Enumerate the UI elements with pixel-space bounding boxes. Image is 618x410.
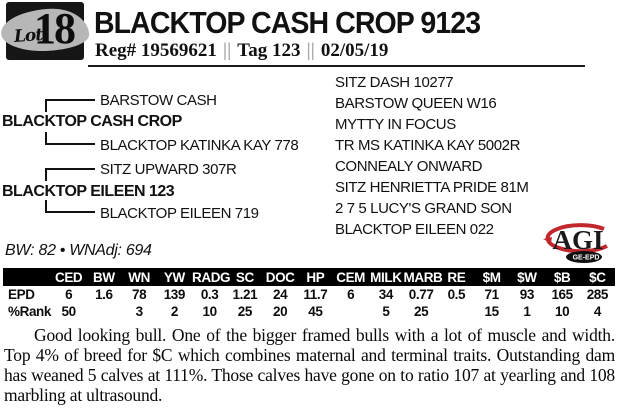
extended-pedigree-item: CONNEALY ONWARD: [335, 158, 483, 175]
epd-cell: 1.6: [95, 287, 113, 302]
epd-cell: 78: [132, 287, 147, 302]
epd-cell: [333, 303, 368, 320]
extended-pedigree-item: TR MS KATINKA KAY 5002R: [335, 137, 521, 154]
epd-cell: 0.3: [200, 287, 219, 302]
epd-cell: 20: [273, 304, 288, 319]
reg-number: Reg# 19569621: [95, 40, 217, 61]
epd-cell: 1: [523, 304, 531, 319]
epd-cell: [439, 303, 474, 320]
epd-cell: 3: [135, 304, 144, 319]
extended-pedigree-item: SITZ HENRIETTA PRIDE 81M: [335, 179, 529, 196]
extended-pedigree-list: SITZ DASH 10277 BARSTOW QUEEN W16 MYTTY …: [335, 72, 529, 240]
epd-col-header: $C: [579, 268, 615, 286]
epd-col-header: DOC: [262, 268, 298, 286]
sire-dam-name: BLACKTOP KATINKA KAY 778: [100, 137, 299, 154]
epd-cell: 285: [586, 287, 609, 302]
epd-col-header: YW: [156, 268, 192, 286]
extended-pedigree-item: MYTTY IN FOCUS: [335, 116, 456, 133]
epd-col-header: $M: [474, 268, 510, 286]
epd-col-header: BW: [86, 268, 122, 286]
sire-sire-name: BARSTOW CASH: [100, 92, 217, 109]
epd-cell: 0.5: [447, 287, 466, 302]
epd-cell: 4: [593, 304, 602, 319]
bw-wnadj-line: BW: 82 • WNAdj: 694: [5, 242, 152, 259]
epd-col-header: CED: [51, 268, 87, 286]
lot-badge: Lot 18: [0, 2, 90, 60]
epd-cell: 11.7: [303, 287, 328, 302]
epd-col-header: RE: [438, 268, 474, 286]
epd-row-label: %Rank: [8, 304, 52, 319]
epd-cell: 71: [484, 287, 500, 302]
birth-date: 02/05/19: [320, 40, 389, 61]
epd-cell: 34: [378, 287, 394, 302]
epd-cell: 25: [414, 304, 429, 319]
epd-cell: 10: [202, 304, 218, 319]
epd-col-header: MARB: [403, 268, 443, 286]
epd-col-header: SC: [227, 268, 263, 286]
epd-cell: [86, 303, 121, 320]
epd-cell: 6: [65, 287, 73, 302]
extended-pedigree-item: BLACKTOP EILEEN 022: [335, 221, 494, 238]
ge-epd-label: GE-EPD: [573, 255, 600, 262]
sire-name: BLACKTOP CASH CROP: [2, 113, 182, 130]
pedigree-bracket-sire-dam: [45, 132, 95, 145]
epd-row-label: EPD: [8, 287, 35, 302]
agi-logo-text: AGI: [552, 225, 603, 255]
epd-col-header: HP: [297, 268, 333, 286]
epd-cell: 50: [61, 304, 77, 319]
extended-pedigree-item: BARSTOW QUEEN W16: [335, 95, 497, 112]
epd-cell: 10: [555, 304, 570, 319]
epd-col-header: $B: [544, 268, 580, 286]
extended-pedigree-item: SITZ DASH 10277: [335, 74, 454, 91]
tag-number: Tag 123: [237, 40, 301, 61]
epd-cell: 25: [237, 304, 253, 319]
registration-line: Reg# 19569621 || Tag 123 || 02/05/19: [95, 40, 388, 62]
pedigree-bracket-sire-sire: [45, 99, 95, 112]
header-divider: [88, 65, 585, 67]
epd-table: CED BW WN YW RADG SC DOC HP CEM MILK MARB RE $M $W $B $…: [3, 268, 615, 320]
dam-dam-name: BLACKTOP EILEEN 719: [100, 205, 259, 222]
epd-cell: 15: [484, 304, 500, 319]
epd-cell: 1.21: [232, 287, 258, 302]
epd-col-header: $W: [509, 268, 545, 286]
epd-cell: 165: [551, 287, 573, 302]
epd-col-header: CEM: [333, 268, 369, 286]
extended-pedigree-item: 2 7 5 LUCY'S GRAND SON: [335, 200, 512, 217]
epd-cell: 5: [382, 304, 390, 319]
separator: ||: [222, 40, 232, 61]
epd-cell: 45: [308, 304, 323, 319]
pedigree-bracket-dam-dam: [45, 200, 95, 213]
lot-description: Good looking bull. One of the bigger fra…: [4, 325, 615, 405]
dam-sire-name: SITZ UPWARD 307R: [100, 161, 237, 178]
page-title: BLACKTOP CASH CROP 9123: [94, 5, 481, 40]
epd-col-header: WN: [121, 268, 157, 286]
epd-col-header: MILK: [368, 268, 404, 286]
epd-cell: 139: [163, 287, 186, 302]
pedigree-bracket-dam-sire: [45, 168, 95, 181]
lot-number: 18: [34, 4, 76, 53]
epd-cell: 24: [273, 287, 288, 302]
epd-cell: 6: [347, 287, 355, 302]
dam-name: BLACKTOP EILEEN 123: [2, 183, 175, 200]
epd-cell: 0.77: [408, 287, 434, 302]
epd-corner-cell: [3, 268, 51, 286]
epd-col-header: RADG: [192, 268, 231, 286]
separator: ||: [306, 40, 315, 61]
agi-ge-epd-logo: AGI GE-EPD: [543, 223, 608, 263]
epd-cell: 93: [519, 287, 535, 302]
epd-cell: 2: [170, 304, 179, 319]
